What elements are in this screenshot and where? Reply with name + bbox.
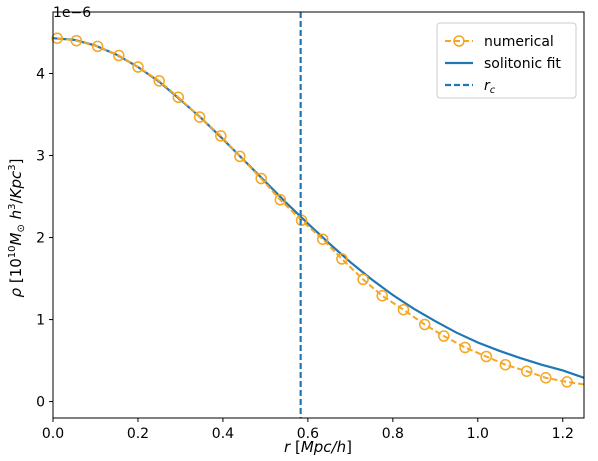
numerical-marker <box>132 61 144 73</box>
numerical-marker <box>234 150 246 163</box>
x-tick-label: 0.0 <box>42 426 64 442</box>
numerical-marker <box>418 318 431 331</box>
numerical-marker <box>336 253 348 265</box>
numerical-marker <box>459 341 471 354</box>
x-tick-label: 0.4 <box>212 426 234 442</box>
numerical-marker <box>215 130 227 142</box>
plot-area <box>51 12 584 418</box>
numerical-marker <box>193 111 206 123</box>
numerical-marker <box>499 358 512 371</box>
legend-box <box>436 22 577 99</box>
axes: 0.0 0.2 0.4 0.6 0.8 1.0 1.2 0 1 2 3 4 <box>36 11 585 442</box>
y-tick-label: 4 <box>36 67 45 83</box>
y-axis-label: ρ [1010M⊙ h3/Kpc3] <box>7 159 27 298</box>
x-tick-label: 0.8 <box>382 426 404 442</box>
numerical-marker <box>274 194 287 206</box>
numerical-marker <box>540 372 552 384</box>
axes-frame <box>52 11 585 419</box>
numerical-marker <box>153 75 165 87</box>
legend-numerical-marker <box>453 35 465 47</box>
numerical-marker <box>397 303 410 316</box>
x-tick-label: 1.0 <box>467 426 489 442</box>
numerical-marker <box>316 233 329 245</box>
numerical-marker <box>91 40 104 53</box>
x-axis-label: r [Mpc/h] <box>284 438 352 456</box>
x-tick-label: 1.2 <box>552 426 574 442</box>
x-tick-label: 0.2 <box>127 426 149 442</box>
y-tick-label: 1 <box>36 313 45 329</box>
series-numerical-line <box>57 37 584 386</box>
numerical-marker <box>438 330 450 342</box>
legend-fit-label: solitonic fit <box>484 56 561 72</box>
numerical-marker <box>172 91 185 104</box>
y-tick-label: 0 <box>36 395 45 411</box>
numerical-marker <box>520 365 533 377</box>
numerical-marker <box>51 32 63 44</box>
numerical-marker <box>113 49 125 62</box>
numerical-marker <box>357 273 369 286</box>
y-tick-label: 3 <box>36 149 45 165</box>
numerical-marker <box>376 290 388 302</box>
numerical-marker <box>70 34 83 47</box>
y-offset-text: 1e−6 <box>53 5 91 21</box>
legend-numerical-label: numerical <box>484 34 554 50</box>
x-tick-label: 0.6 <box>297 426 319 442</box>
y-tick-label: 2 <box>36 231 45 247</box>
legend: numerical solitonic fit rc <box>436 22 577 99</box>
legend-rc-label: rc <box>484 78 496 96</box>
numerical-marker <box>561 376 573 388</box>
numerical-marker <box>480 350 493 363</box>
numerical-marker <box>255 172 267 185</box>
